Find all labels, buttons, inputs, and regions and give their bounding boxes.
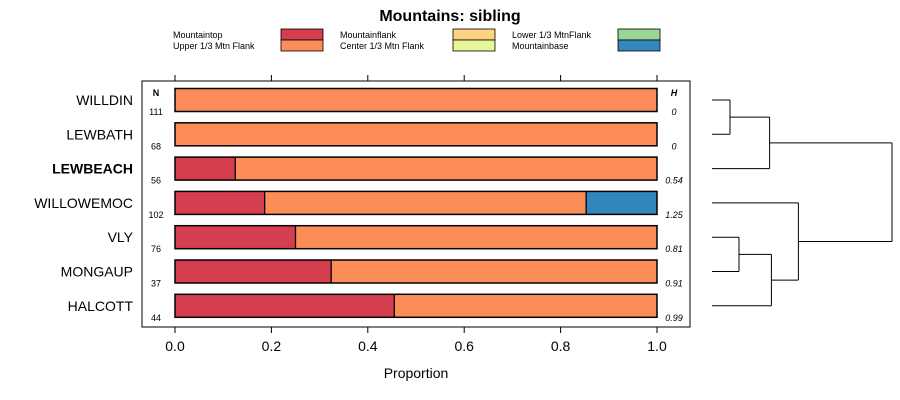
n-value: 76: [151, 244, 161, 254]
bar-segment-mountainbase: [586, 191, 657, 215]
x-tick-label: 0.8: [551, 338, 571, 354]
h-value: 1.25: [665, 210, 684, 220]
legend-label-mountaintop: Mountaintop: [173, 30, 223, 40]
category-label: WILLOWEMOC: [34, 195, 133, 211]
x-tick-label: 0.2: [262, 338, 282, 354]
bar-segment-upper-1-3-mtn-flank: [331, 260, 657, 283]
bar-segment-mountaintop: [175, 191, 265, 215]
n-value: 37: [151, 279, 161, 289]
h-value: 0.99: [665, 313, 683, 323]
dendrogram: [712, 99, 893, 307]
bar-outline: [174, 190, 658, 216]
n-value: 56: [151, 176, 161, 186]
bar-segment-upper-1-3-mtn-flank: [175, 88, 657, 112]
legend-label-upper-1-3-mtn-flank: Upper 1/3 Mtn Flank: [173, 41, 255, 51]
bar-outline: [174, 259, 658, 284]
bar-row-willowemoc: WILLOWEMOC 102 1.25: [34, 190, 684, 220]
n-value: 44: [151, 313, 161, 323]
h-value: 0.54: [665, 176, 683, 186]
category-label: LEWBEACH: [52, 161, 133, 177]
n-value: 102: [148, 210, 163, 220]
category-label: WILLDIN: [76, 92, 133, 108]
category-label: HALCOTT: [68, 298, 134, 314]
x-tick-label: 0.4: [358, 338, 378, 354]
h-value: 0.91: [665, 279, 683, 289]
x-tick-label: 0.6: [454, 338, 474, 354]
bar-outline: [174, 156, 658, 181]
legend-swatch-upper-1-3-mtn-flank: [280, 39, 324, 52]
h-value: 0.81: [665, 244, 683, 254]
bar-outline: [174, 224, 658, 250]
bar-segment-mountaintop: [175, 294, 395, 318]
plot-frame: [141, 80, 691, 328]
legend-label-mountainflank: Mountainflank: [340, 30, 397, 40]
bar-row-mongaup: MONGAUP 37 0.91: [61, 259, 683, 289]
bar-rows: WILLDIN 111 0 LEWBATH 68 0 LEWBEACH 56 0.54 WILLO…: [34, 87, 684, 323]
category-label: MONGAUP: [61, 264, 133, 280]
chart-title: Mountains: sibling: [379, 8, 520, 25]
legend-label-lower-1-3-mtnflank: Lower 1/3 MtnFlank: [512, 30, 592, 40]
bar-row-lewbath: LEWBATH 68 0: [66, 122, 677, 151]
n-value: 68: [151, 141, 161, 151]
bar-segment-mountaintop: [175, 157, 236, 181]
legend-swatch-mountaintop: [280, 28, 324, 41]
x-axis-label: Proportion: [384, 365, 449, 381]
n-header: N: [153, 88, 160, 98]
x-axis: 0.0 0.2 0.4 0.6 0.8 1.0: [165, 327, 667, 354]
bar-row-willdin: WILLDIN 111 0: [76, 87, 677, 117]
bar-row-lewbeach: LEWBEACH 56 0.54: [52, 156, 683, 186]
bar-segment-upper-1-3-mtn-flank: [235, 157, 657, 181]
bar-outline: [174, 122, 658, 147]
x-tick-label: 1.0: [647, 338, 667, 354]
bar-outline: [174, 87, 658, 113]
bar-row-halcott: HALCOTT 44 0.99: [68, 293, 683, 323]
legend: Mountaintop Mountainflank Lower 1/3 MtnFla…: [173, 28, 661, 52]
category-label: VLY: [108, 229, 134, 245]
legend-swatch-mountainflank: [452, 28, 496, 41]
bar-segment-mountaintop: [175, 225, 296, 249]
n-value: 111: [149, 107, 163, 117]
bar-segment-upper-1-3-mtn-flank: [394, 294, 657, 318]
top-axis-ticks: [174, 75, 658, 81]
legend-swatch-center-1-3-mtn-flank: [452, 39, 496, 52]
bar-segment-upper-1-3-mtn-flank: [175, 122, 657, 146]
legend-label-center-1-3-mtn-flank: Center 1/3 Mtn Flank: [340, 41, 425, 51]
h-header: H: [671, 88, 678, 98]
bar-segment-upper-1-3-mtn-flank: [264, 191, 587, 215]
legend-swatch-lower-1-3-mtnflank: [617, 28, 661, 41]
legend-swatch-mountainbase: [617, 39, 661, 52]
category-label: LEWBATH: [66, 126, 133, 142]
bar-segment-upper-1-3-mtn-flank: [295, 225, 657, 249]
x-tick-label: 0.0: [165, 338, 185, 354]
h-value: 0: [671, 107, 676, 117]
bar-row-vly: VLY 76 0.81: [108, 224, 683, 254]
bar-segment-mountaintop: [175, 260, 332, 283]
legend-label-mountainbase: Mountainbase: [512, 41, 569, 51]
bar-outline: [174, 293, 658, 319]
h-value: 0: [671, 141, 676, 151]
